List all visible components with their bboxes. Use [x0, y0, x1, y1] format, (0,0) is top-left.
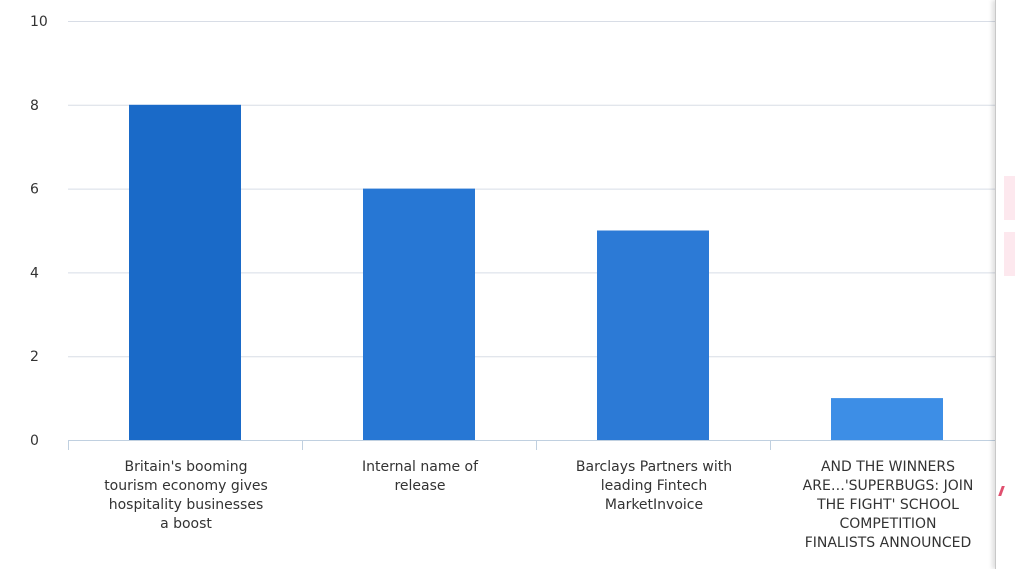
bar-1	[363, 188, 475, 440]
y-tick-label-10: 10	[30, 14, 48, 30]
pink-mark-icon	[998, 486, 1005, 496]
category-label-2: Barclays Partners with leading Fintech M…	[575, 459, 733, 513]
y-tick-label-4: 4	[30, 265, 39, 281]
right-side-panel	[995, 0, 1015, 569]
y-tick-label-8: 8	[30, 98, 39, 114]
pink-highlight-top	[1004, 176, 1015, 220]
y-tick-label-0: 0	[30, 433, 39, 449]
bar-3	[831, 398, 943, 440]
bar-0	[129, 104, 241, 441]
category-label-3: AND THE WINNERS ARE…'SUPERBUGS: JOIN THE…	[802, 459, 974, 551]
bar-2	[597, 230, 709, 440]
category-label-1: Internal name of release	[361, 459, 479, 494]
pink-highlight-bottom	[1004, 232, 1015, 276]
y-tick-label-6: 6	[30, 182, 39, 198]
category-label-0: Britain's booming tourism economy gives …	[104, 459, 268, 532]
y-tick-label-2: 2	[30, 349, 39, 365]
